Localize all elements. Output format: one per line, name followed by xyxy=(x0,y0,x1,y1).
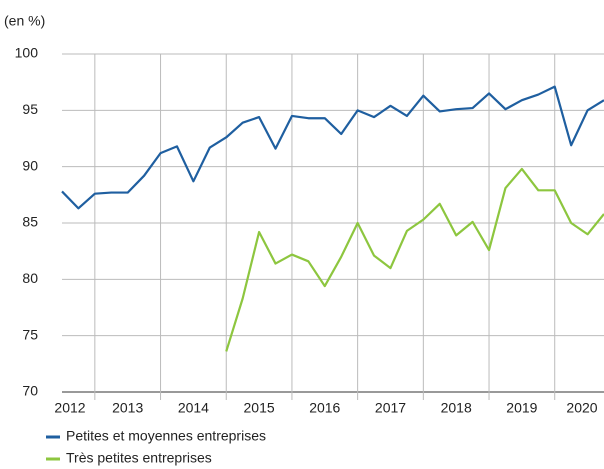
y-tick-label: 75 xyxy=(22,326,38,342)
x-tick-label: 2020 xyxy=(566,400,597,416)
x-tick-label: 2013 xyxy=(112,400,143,416)
x-tick-label: 2017 xyxy=(375,400,406,416)
y-axis-label: (en %) xyxy=(4,13,45,29)
legend-label: Petites et moyennes entreprises xyxy=(66,428,266,444)
x-tick-label: 2019 xyxy=(506,400,537,416)
x-tick-label: 2016 xyxy=(309,400,340,416)
series-line xyxy=(225,167,604,352)
x-tick-label: 2015 xyxy=(244,400,275,416)
y-tick-label: 95 xyxy=(22,101,38,117)
y-tick-label: 85 xyxy=(22,214,38,230)
series-line xyxy=(61,85,604,210)
y-tick-label: 100 xyxy=(15,45,39,61)
y-tick-label: 80 xyxy=(22,270,38,286)
y-tick-label: 90 xyxy=(22,157,38,173)
y-tick-label: 70 xyxy=(22,383,38,399)
legend-label: Très petites entreprises xyxy=(66,450,212,466)
x-tick-label: 2018 xyxy=(441,400,472,416)
x-tick-label: 2012 xyxy=(54,400,85,416)
x-tick-label: 2014 xyxy=(178,400,209,416)
